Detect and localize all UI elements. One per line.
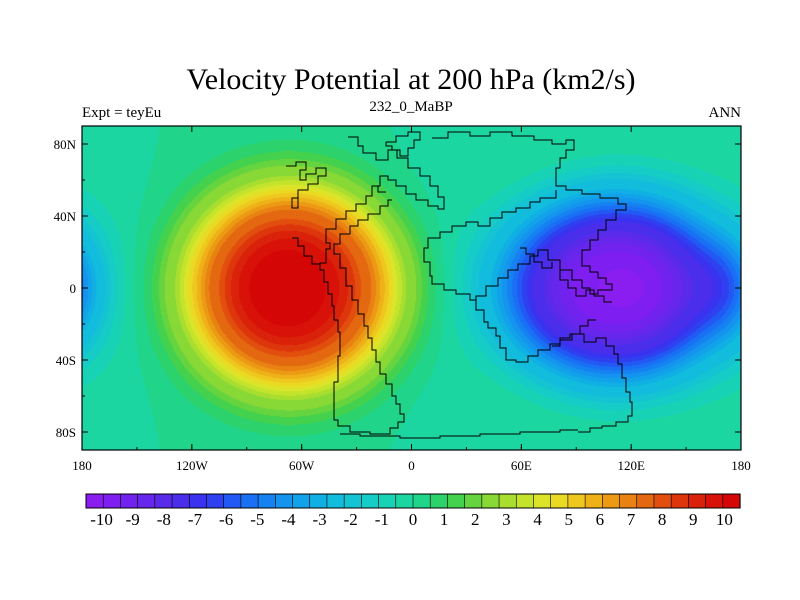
y-tick-label: 0: [70, 281, 77, 296]
colorbar-label: -6: [219, 510, 233, 529]
mexico-outline: [292, 237, 320, 265]
x-tick-label: 180: [72, 458, 92, 473]
colorbar-label: 2: [471, 510, 480, 529]
colorbar-swatch: [85, 493, 104, 509]
colorbar-swatch: [447, 493, 466, 509]
colorbar-swatch: [171, 493, 190, 509]
x-tick-label: 60W: [289, 458, 315, 473]
colorbar-label: -1: [375, 510, 389, 529]
colorbar-swatch: [464, 493, 483, 509]
left-string: Expt = teyEu: [82, 105, 162, 121]
colorbar-label: 1: [440, 510, 449, 529]
colorbar-swatch: [688, 493, 707, 509]
colorbar-label: -10: [90, 510, 113, 529]
colorbar: -10 -9 -8 -7 -6 -5 -4 -3 -2 -1 0 1 2 3 4 5 6 7 8 9 10: [85, 493, 741, 529]
colorbar-swatch: [602, 493, 621, 509]
continent-outlines: [286, 131, 633, 439]
colorbar-swatch: [137, 493, 156, 509]
center-string: 232_0_MaBP: [369, 99, 452, 115]
colorbar-label: -7: [188, 510, 203, 529]
colorbar-label: -5: [250, 510, 264, 529]
africa-outline: [423, 237, 596, 363]
x-axis-ticks: 180 120W 60W 0 60E 120E 180: [72, 126, 751, 473]
arctic-inlet-outline: [372, 185, 386, 193]
colorbar-label: 7: [627, 510, 636, 529]
india-outline: [520, 247, 553, 269]
colorbar-swatch: [515, 493, 535, 509]
colorbar-label: -9: [126, 510, 140, 529]
colorbar-swatch: [567, 493, 586, 509]
antarctic-outline: [340, 429, 578, 439]
colorbar-swatch: [223, 493, 242, 509]
x-tick-label: 0: [408, 458, 415, 473]
colorbar-frame: [85, 493, 741, 509]
colorbar-swatch: [240, 493, 259, 509]
x-tick-label: 60E: [511, 458, 532, 473]
greenland-outline: [385, 131, 421, 157]
y-tick-label: 80S: [56, 425, 76, 440]
colorbar-swatch: [309, 493, 328, 509]
australia-outline: [552, 333, 633, 433]
colorbar-label: 6: [596, 510, 605, 529]
colorbar-label: -2: [344, 510, 358, 529]
colorbar-label: 5: [564, 510, 573, 529]
colorbar-swatch: [705, 493, 724, 509]
colorbar-swatch: [412, 493, 431, 509]
colorbar-swatch: [343, 493, 362, 509]
mediterranean-outline: [432, 190, 557, 239]
colorbar-swatch: [636, 493, 655, 509]
y-tick-label: 80N: [54, 137, 77, 152]
chart-title: Velocity Potential at 200 hPa (km2/s): [186, 63, 635, 96]
eurasia-outline: [432, 131, 627, 301]
y-axis-ticks: 80N 40N 0 40S 80S: [54, 137, 741, 440]
colorbar-swatch: [102, 493, 122, 509]
colorbar-swatch: [188, 493, 208, 509]
colorbar-swatch: [584, 493, 603, 509]
y-tick-label: 40N: [54, 209, 77, 224]
field-layer: [82, 126, 741, 450]
colorbar-label: -4: [281, 510, 296, 529]
colorbar-label: 9: [689, 510, 698, 529]
colorbar-swatch: [429, 493, 449, 509]
colorbar-label: -3: [312, 510, 326, 529]
colorbar-swatch: [257, 493, 276, 509]
americas-outline: [319, 136, 445, 435]
colorbar-swatch: [206, 493, 225, 509]
x-tick-label: 120E: [617, 458, 645, 473]
colorbar-label: 3: [502, 510, 511, 529]
y-tick-label: 40S: [56, 353, 76, 368]
field-image: [82, 126, 741, 450]
colorbar-swatch: [154, 493, 173, 509]
colorbar-label: 4: [533, 510, 542, 529]
southeast-asia-outline: [559, 270, 612, 303]
colorbar-swatch: [619, 493, 638, 509]
x-tick-label: 180: [731, 458, 751, 473]
right-string: ANN: [709, 105, 742, 121]
colorbar-label: 0: [409, 510, 418, 529]
colorbar-swatch: [395, 493, 414, 509]
colorbar-label: -8: [157, 510, 171, 529]
colorbar-swatch: [361, 493, 380, 509]
colorbar-swatch: [533, 493, 552, 509]
colorbar-swatch: [292, 493, 311, 509]
colorbar-swatch: [498, 493, 517, 509]
colorbar-swatch: [653, 493, 672, 509]
colorbar-swatch: [326, 493, 345, 509]
colorbar-label: 8: [658, 510, 667, 529]
x-tick-label: 120W: [176, 458, 209, 473]
colorbar-swatch: [481, 493, 500, 509]
colorbar-swatch: [550, 493, 569, 509]
colorbar-swatch: [120, 493, 139, 509]
canada-islands-outline: [286, 161, 327, 209]
colorbar-swatch: [275, 493, 294, 509]
colorbar-swatch: [378, 493, 397, 509]
colorbar-swatch: [722, 493, 741, 509]
colorbar-swatch: [670, 493, 689, 509]
colorbar-label: 10: [716, 510, 733, 529]
